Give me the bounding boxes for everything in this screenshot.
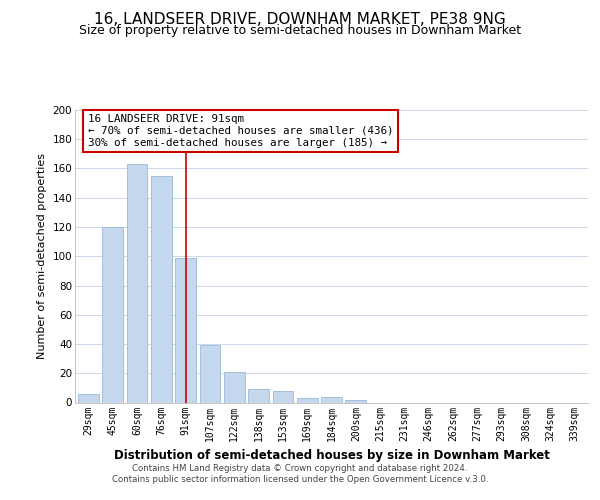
Bar (224, 372, 245, 402)
X-axis label: Distribution of semi-detached houses by size in Downham Market: Distribution of semi-detached houses by … (113, 449, 550, 462)
Text: 16 LANDSEER DRIVE: 91sqm
← 70% of semi-detached houses are smaller (436)
30% of : 16 LANDSEER DRIVE: 91sqm ← 70% of semi-d… (88, 114, 394, 148)
Y-axis label: Number of semi-detached properties: Number of semi-detached properties (37, 153, 47, 359)
Bar (321, 396, 342, 402)
Text: Contains public sector information licensed under the Open Government Licence v.: Contains public sector information licen… (112, 475, 488, 484)
Bar (78, 394, 99, 402)
Bar (151, 176, 172, 402)
Bar (346, 400, 366, 402)
Bar (248, 390, 269, 402)
Text: 16, LANDSEER DRIVE, DOWNHAM MARKET, PE38 9NG: 16, LANDSEER DRIVE, DOWNHAM MARKET, PE38… (94, 12, 506, 28)
Bar (200, 346, 220, 403)
Bar (272, 391, 293, 402)
Bar (127, 164, 148, 402)
Text: Contains HM Land Registry data © Crown copyright and database right 2024.: Contains HM Land Registry data © Crown c… (132, 464, 468, 473)
Bar (103, 227, 123, 402)
Text: Size of property relative to semi-detached houses in Downham Market: Size of property relative to semi-detach… (79, 24, 521, 37)
Bar (175, 258, 196, 402)
Bar (297, 398, 317, 402)
